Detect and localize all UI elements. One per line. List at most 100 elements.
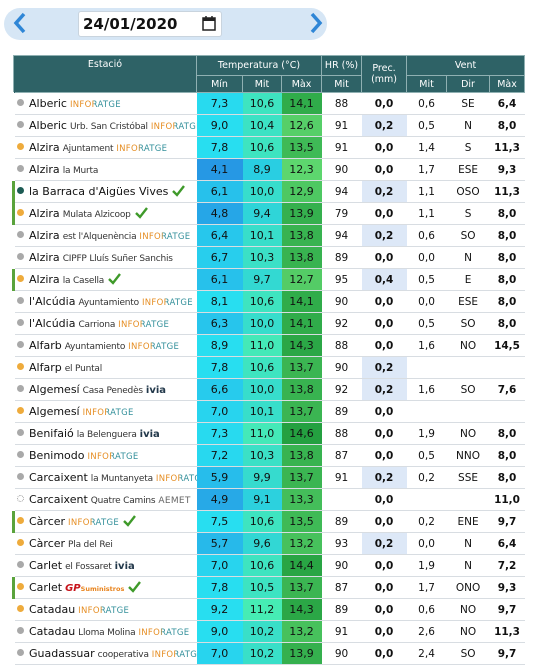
wind-max: 9,7 <box>489 642 525 665</box>
date-input[interactable]: 24/01/2020 <box>78 11 222 37</box>
precipitation: 0,2 <box>361 224 407 247</box>
data-source: INFORATGE <box>141 298 193 308</box>
station-site: cooperativa <box>97 650 149 660</box>
header: Mit <box>242 75 282 93</box>
header: Temperatura (°C) <box>195 55 323 76</box>
temp-min: 8,1 <box>196 290 243 313</box>
station-cell: Algemesí INFORATGE <box>13 400 197 423</box>
wind-max: 9,3 <box>489 158 525 181</box>
wind-mean <box>406 356 447 379</box>
wind-max: 8,0 <box>489 290 525 313</box>
prev-day-button[interactable] <box>12 12 28 34</box>
status-dot <box>17 363 24 370</box>
wind-mean: 0,5 <box>406 312 447 335</box>
wind-direction: S <box>446 136 490 159</box>
precipitation: 0,0 <box>361 620 407 643</box>
humidity: 87 <box>321 444 362 467</box>
next-day-button[interactable] <box>308 12 324 34</box>
temp-max: 14,1 <box>281 290 322 313</box>
wind-max: 11,3 <box>489 620 525 643</box>
temp-min: 7,5 <box>196 510 243 533</box>
status-dot <box>17 121 24 128</box>
temp-mit: 11,0 <box>242 334 282 357</box>
precipitation: 0,0 <box>361 158 407 181</box>
station-place: Carlet <box>29 581 63 594</box>
station-place: Benimodo <box>29 449 85 462</box>
temp-max: 13,8 <box>281 224 322 247</box>
temp-min: 7,2 <box>196 444 243 467</box>
header: Màx <box>489 75 526 93</box>
status-dot <box>17 143 24 150</box>
station-row: Alzira la Casella 6,1 9,7 12,7 95 0,4 0,5 E 8,0 <box>12 268 525 291</box>
station-row: Alfarp el Puntal 7,8 10,6 13,7 90 0,2 <box>13 356 525 379</box>
wind-direction: E <box>446 268 490 291</box>
station-row: Alzira la Murta 4,1 8,9 12,3 90 0,0 1,7 ESE 9,3 <box>13 158 525 181</box>
precipitation: 0,0 <box>361 202 407 225</box>
precipitation: 0,2 <box>361 378 407 401</box>
station-row: Benimodo INFORATGE 7,2 10,3 13,8 87 0,0 0,5 NNO 8… <box>13 444 525 467</box>
temp-min: 5,9 <box>196 466 243 489</box>
precipitation: 0,0 <box>361 334 407 357</box>
temp-max: 12,7 <box>281 268 322 291</box>
humidity: 90 <box>321 642 362 665</box>
status-dot <box>17 495 24 502</box>
status-dot <box>17 385 24 392</box>
temp-mit: 10,4 <box>242 114 282 137</box>
wind-max: 11,0 <box>489 488 525 511</box>
station-place: Guadassuar <box>29 647 95 660</box>
station-cell: Alzira est l'Alquenència INFORATGE <box>13 224 197 247</box>
station-row: Carcaixent Quatre Camins AEMET 4,9 9,1 13,3 0,… <box>13 488 525 511</box>
temp-max: 14,6 <box>281 422 322 445</box>
temp-min: 6,4 <box>196 224 243 247</box>
humidity: 79 <box>321 202 362 225</box>
temp-max: 14,3 <box>281 334 322 357</box>
station-row: Algemesí Casa Penedès ivia 6,6 10,0 13,8 92 0,2… <box>13 378 525 401</box>
station-site: est l'Alquenència <box>62 232 137 242</box>
temp-mit: 10,5 <box>242 576 282 599</box>
wind-direction: NNO <box>446 444 490 467</box>
station-cell: Alfarp el Puntal <box>13 356 197 379</box>
wind-max: 6,4 <box>489 532 525 555</box>
station-cell: Catadau INFORATGE <box>13 598 197 621</box>
data-source: INFORATGE <box>78 606 130 616</box>
temp-mit: 9,7 <box>242 268 282 291</box>
station-place: Alfarp <box>29 361 62 374</box>
wind-max: 8,0 <box>489 312 525 335</box>
precipitation: 0,0 <box>361 136 407 159</box>
data-source-sub: Suministros <box>80 585 125 593</box>
wind-direction: N <box>446 246 490 269</box>
precipitation: 0,0 <box>361 444 407 467</box>
temp-max: 13,7 <box>281 356 322 379</box>
temp-max: 14,4 <box>281 554 322 577</box>
station-row: Alfarb Ayuntamiento INFORATGE 8,9 11,0 14,3 88… <box>13 334 525 357</box>
humidity: 89 <box>321 598 362 621</box>
station-cell: Catadau Lloma Molina INFORATGE <box>13 620 197 643</box>
temp-mit: 8,9 <box>242 158 282 181</box>
status-dot <box>17 583 24 590</box>
station-cell: GuadassuarcooperativaINFORATGE <box>13 642 197 665</box>
validated-check <box>134 207 148 219</box>
temp-min: 9,2 <box>196 598 243 621</box>
wind-max <box>489 400 525 423</box>
wind-max: 11,3 <box>489 136 525 159</box>
station-place: Alzira <box>29 229 60 242</box>
temp-mit: 10,2 <box>242 642 282 665</box>
header: Prec. (mm) <box>361 55 408 93</box>
humidity: 89 <box>321 510 362 533</box>
status-dot <box>17 627 24 634</box>
precipitation: 0,0 <box>361 92 407 115</box>
calendar-icon[interactable] <box>202 16 216 31</box>
wind-direction: SO <box>446 642 490 665</box>
validated-check <box>172 185 186 197</box>
station-site: Casa Penedès <box>82 386 143 396</box>
temp-min: 7,0 <box>196 642 243 665</box>
station-place: l'Alcúdia <box>29 317 76 330</box>
status-dot <box>17 165 24 172</box>
wind-direction: S <box>446 202 490 225</box>
temp-min: 9,0 <box>196 620 243 643</box>
wind-mean: 1,7 <box>406 158 447 181</box>
data-source: INFORATGE <box>116 144 168 154</box>
temp-mit: 11,2 <box>242 598 282 621</box>
